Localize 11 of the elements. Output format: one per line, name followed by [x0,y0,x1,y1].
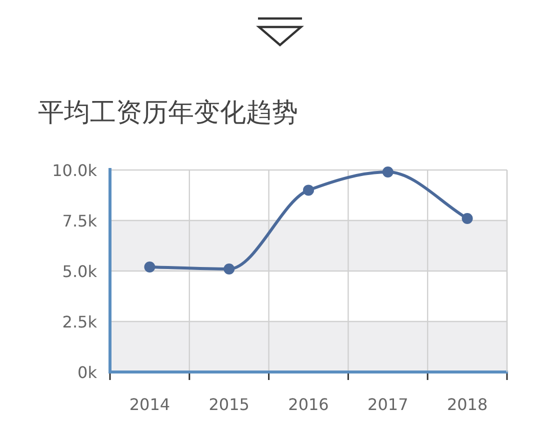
y-tick-label: 10.0k [52,161,97,180]
y-tick-label: 2.5k [62,312,97,332]
x-tick-label: 2016 [288,395,329,414]
x-tick-label: 2015 [208,395,250,414]
title: 平均工资历年变化趋势 [38,98,298,128]
y-tick-label: 7.5k [62,212,97,230]
x-tick-label: 2017 [368,395,408,414]
y-tick-label: 5.0k [62,262,97,281]
x-tick-label: 2018 [446,395,488,414]
x-tick-label: 2014 [129,395,170,414]
y-tick-label: 0k [78,363,97,382]
